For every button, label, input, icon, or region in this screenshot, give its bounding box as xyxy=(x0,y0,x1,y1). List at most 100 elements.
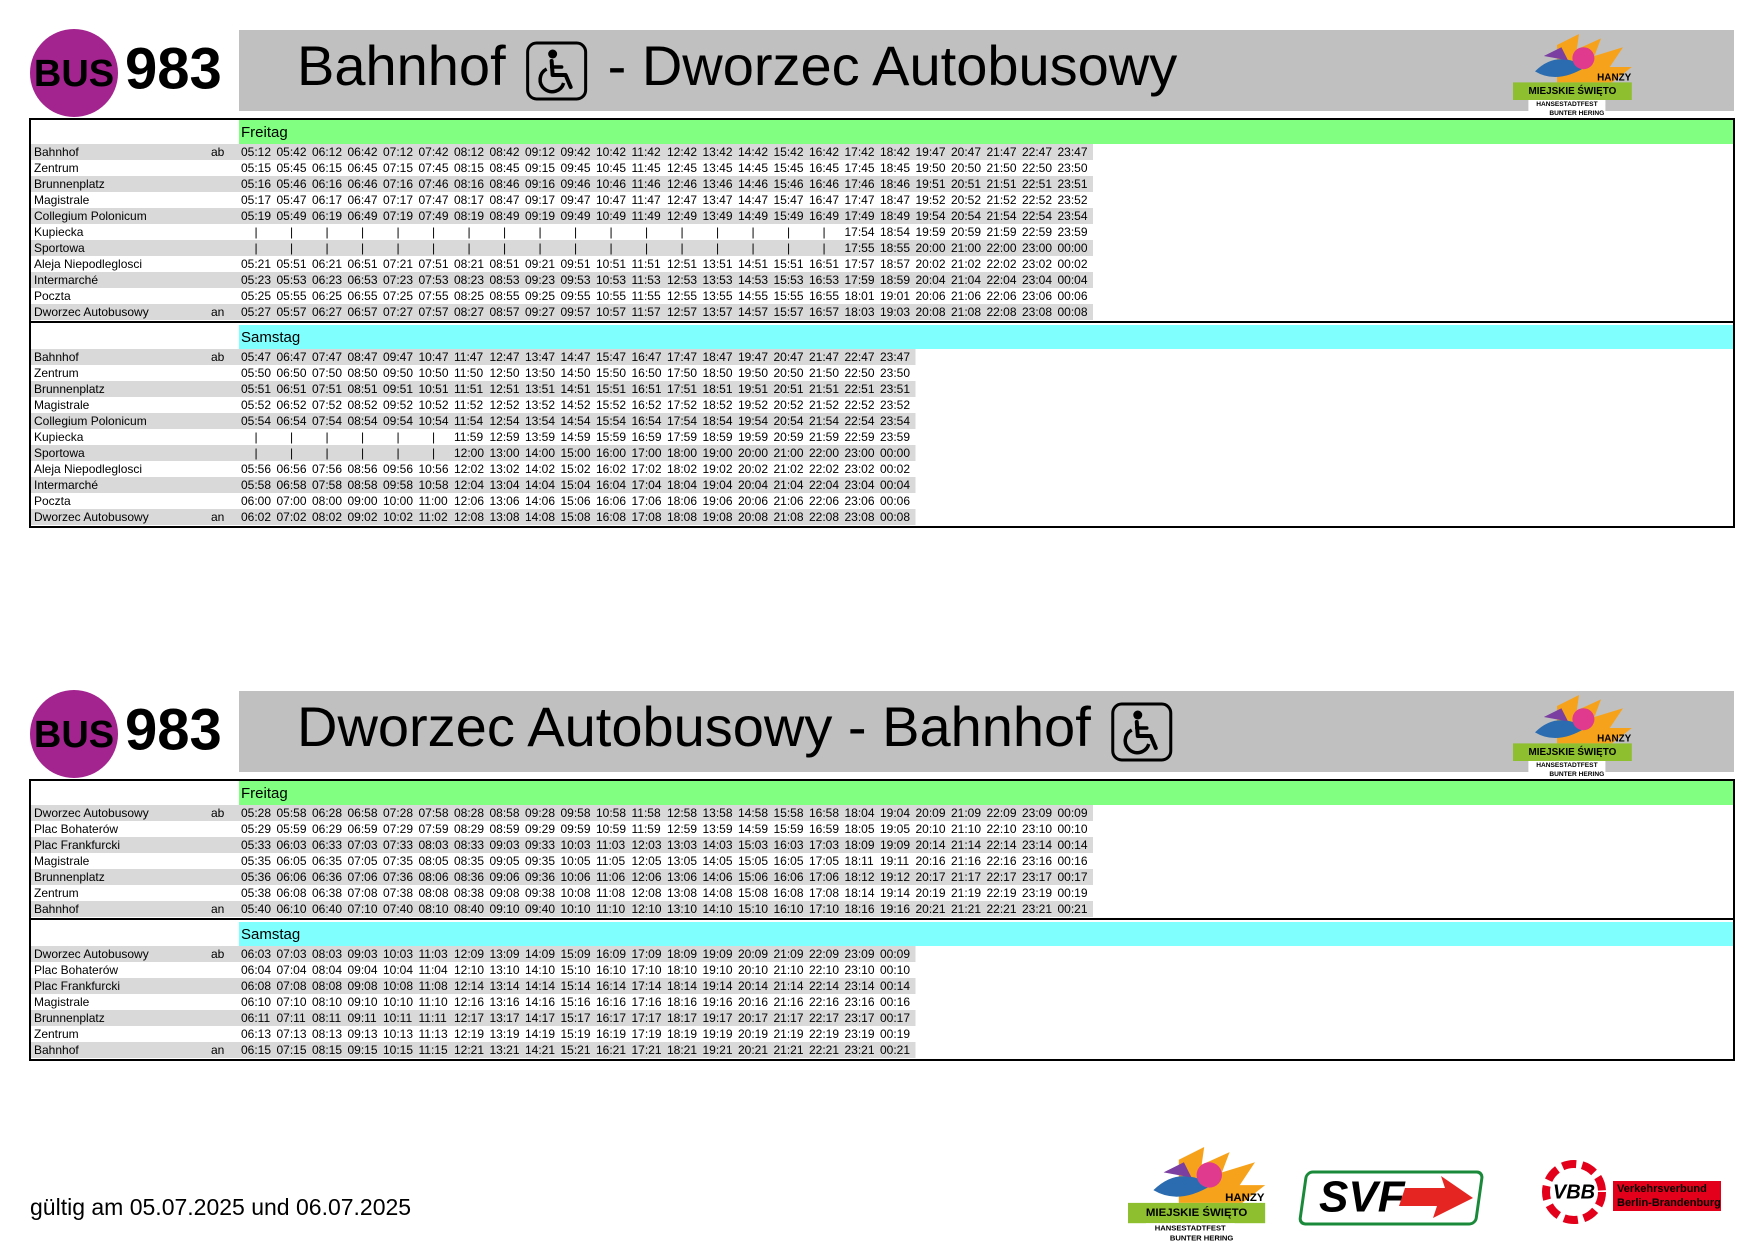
departure-time: 07:05 xyxy=(348,854,378,868)
no-stop: | xyxy=(574,241,577,255)
departure-time: 10:58 xyxy=(596,806,626,820)
day-header xyxy=(239,781,1734,805)
arr-dep-mark: an xyxy=(211,305,224,319)
stop-name tt: Poczta xyxy=(34,289,71,303)
departure-time: 18:01 xyxy=(845,289,875,303)
departure-time: 22:10 xyxy=(987,822,1017,836)
departure-time: 16:57 xyxy=(809,305,839,319)
logo-text: HANZY xyxy=(1597,73,1631,84)
departure-time: 12:10 xyxy=(632,902,662,916)
departure-time: 06:05 xyxy=(277,854,307,868)
departure-time: 15:10 xyxy=(738,902,768,916)
departure-time: 13:45 xyxy=(703,161,733,175)
departure-time: 08:51 xyxy=(348,382,378,396)
departure-time: 13:42 xyxy=(703,145,733,159)
vbb-text: VBB xyxy=(1553,1181,1595,1203)
icon-wheel xyxy=(538,67,566,94)
departure-time: 18:55 xyxy=(880,241,910,255)
departure-time: 21:04 xyxy=(774,478,804,492)
departure-time: 06:58 xyxy=(348,806,378,820)
departure-time: 11:00 xyxy=(419,494,448,508)
departure-time: 14:02 xyxy=(525,462,555,476)
departure-time: 06:49 xyxy=(348,209,378,223)
no-stop: | xyxy=(396,430,399,444)
departure-time: 13:10 xyxy=(490,963,520,977)
departure-time: 08:40 xyxy=(454,902,484,916)
departure-time: 13:51 xyxy=(525,382,555,396)
departure-time: 08:38 xyxy=(454,886,484,900)
departure-time: 15:10 xyxy=(561,963,591,977)
departure-time: 20:54 xyxy=(951,209,981,223)
departure-time: 22:06 xyxy=(987,289,1017,303)
departure-time: 11:47 xyxy=(632,193,661,207)
departure-time: 15:47 xyxy=(596,350,626,364)
departure-time: 12:49 xyxy=(667,209,697,223)
departure-time: 07:29 xyxy=(383,822,413,836)
departure-time: 21:04 xyxy=(951,273,981,287)
departure-time: 07:58 xyxy=(312,478,342,492)
departure-time: 18:46 xyxy=(880,177,910,191)
departure-time: 13:05 xyxy=(667,854,697,868)
departure-time: 06:19 xyxy=(312,209,342,223)
logo-strip xyxy=(1145,1223,1235,1241)
departure-time: 19:21 xyxy=(703,1043,733,1057)
departure-time: 10:56 xyxy=(419,462,449,476)
departure-time: 06:12 xyxy=(312,145,342,159)
vbb-text: Berlin-Brandenburg xyxy=(1617,1197,1721,1209)
departure-time: 18:57 xyxy=(880,257,910,271)
departure-time: 09:13 xyxy=(348,1027,378,1041)
departure-time: 05:49 xyxy=(277,209,307,223)
no-stop: | xyxy=(361,430,364,444)
departure-time: 22:19 xyxy=(809,1027,839,1041)
departure-time: 22:14 xyxy=(809,979,839,993)
departure-time: 10:59 xyxy=(596,822,626,836)
departure-time: 19:04 xyxy=(703,478,733,492)
departure-time: 12:47 xyxy=(490,350,520,364)
departure-time: 23:54 xyxy=(880,414,910,428)
departure-time: 16:16 xyxy=(596,995,626,1009)
departure-time: 12:06 xyxy=(632,870,662,884)
departure-time: 21:14 xyxy=(774,979,804,993)
departure-time: 11:51 xyxy=(454,382,483,396)
departure-time: 09:17 xyxy=(525,193,555,207)
departure-time: 22:16 xyxy=(809,995,839,1009)
departure-time: 07:17 xyxy=(383,193,413,207)
departure-time: 05:50 xyxy=(241,366,271,380)
stop-name tt: Sportowa xyxy=(34,446,85,460)
no-stop: | xyxy=(290,446,293,460)
icon-head xyxy=(548,49,558,59)
departure-time: 11:03 xyxy=(596,838,625,852)
departure-time: 18:14 xyxy=(845,886,875,900)
departure-time: 08:10 xyxy=(419,902,449,916)
departure-time: 15:06 xyxy=(561,494,591,508)
departure-time: 21:50 xyxy=(987,161,1017,175)
departure-time: 08:03 xyxy=(312,947,342,961)
logo-text: MIEJSKIE ŚWIĘTO xyxy=(1529,85,1617,97)
departure-time: 13:51 xyxy=(703,257,733,271)
stop-name tt: Bahnhof xyxy=(34,1043,79,1057)
departure-time: 14:47 xyxy=(561,350,591,364)
no-stop: | xyxy=(396,241,399,255)
no-stop: | xyxy=(325,241,328,255)
departure-time: 06:47 xyxy=(277,350,307,364)
departure-time: 12:08 xyxy=(454,510,484,524)
departure-time: 16:08 xyxy=(596,510,626,524)
departure-time: 07:16 xyxy=(383,177,413,191)
no-stop: | xyxy=(680,241,683,255)
icon-wheel xyxy=(1123,728,1151,755)
departure-time: 12:21 xyxy=(454,1043,484,1057)
departure-time: 05:25 xyxy=(241,289,271,303)
departure-time: 06:50 xyxy=(277,366,307,380)
day-header xyxy=(239,120,1734,144)
stop-name tt: Bahnhof xyxy=(34,902,79,916)
departure-time: 17:09 xyxy=(632,947,662,961)
departure-time: 17:45 xyxy=(845,161,875,175)
stop-name tt: Intermarché xyxy=(34,273,98,287)
departure-time: 05:33 xyxy=(241,838,271,852)
stop-name tt: Plac Frankfurcki xyxy=(34,838,120,852)
departure-time: 08:27 xyxy=(454,305,484,319)
arr-dep-mark: an xyxy=(211,902,224,916)
departure-time: 20:10 xyxy=(916,822,946,836)
